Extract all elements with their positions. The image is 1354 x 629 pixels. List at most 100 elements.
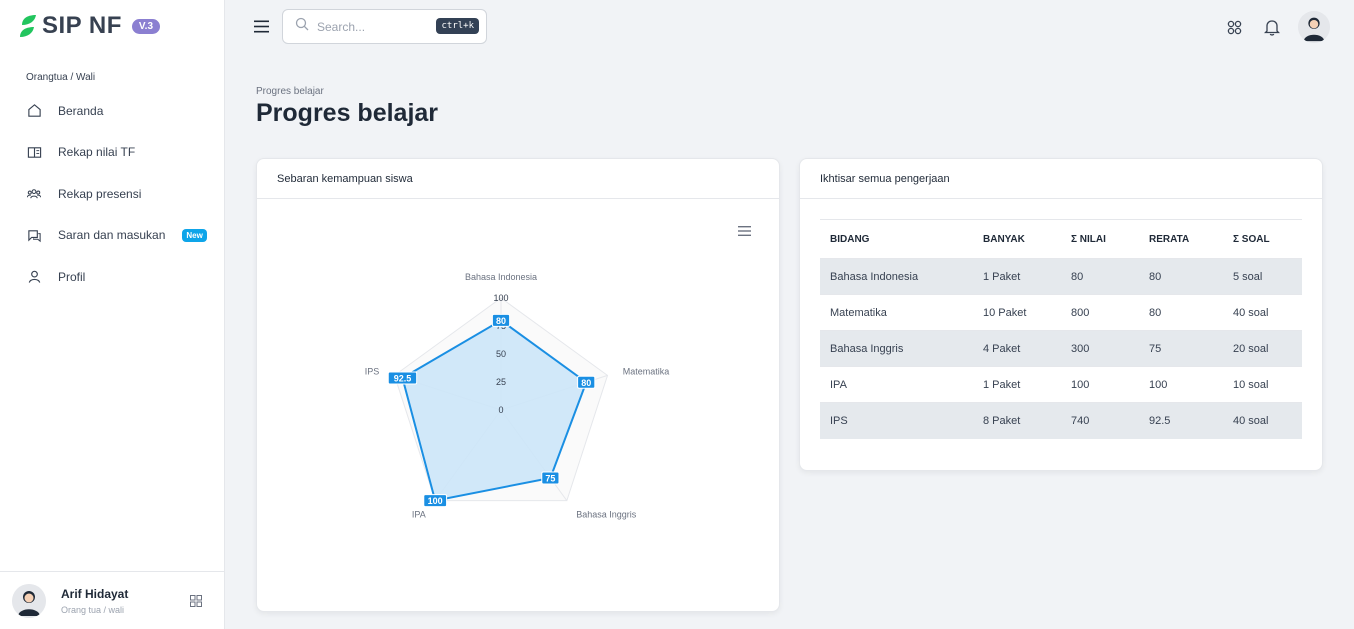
category-label: Bahasa Indonesia bbox=[465, 272, 537, 282]
data-label-box bbox=[423, 494, 448, 508]
table-cell: 1 Paket bbox=[973, 366, 1061, 403]
shortcut-hint: ctrl+k bbox=[436, 18, 479, 34]
table-cell: Matematika bbox=[820, 294, 973, 331]
search-icon bbox=[295, 17, 309, 36]
data-label-box bbox=[577, 375, 596, 389]
table-cell: 40 soal bbox=[1223, 402, 1302, 439]
user-menu-icon[interactable] bbox=[190, 594, 202, 612]
table-row: IPS 8 Paket 740 92.5 40 soal bbox=[820, 402, 1302, 439]
table-cell: 300 bbox=[1061, 330, 1139, 367]
table-cell: 4 Paket bbox=[973, 330, 1061, 367]
brand-logo[interactable]: SIP NF V.3 bbox=[18, 12, 161, 40]
sidebar-item-label: Rekap presensi bbox=[58, 186, 142, 201]
search-box: ctrl+k bbox=[282, 9, 487, 44]
table-cell: 5 soal bbox=[1223, 258, 1302, 295]
table-cell: 80 bbox=[1139, 258, 1223, 295]
radar-chart: 0 25 50 75 100 Bahasa Indonesia Matematika Baha… bbox=[365, 272, 670, 520]
user-role: Orang tua / wali bbox=[61, 604, 125, 615]
column-header: Σ NILAI bbox=[1071, 233, 1106, 245]
table-cell: 740 bbox=[1061, 402, 1139, 439]
sidebar-item-beranda[interactable]: Beranda bbox=[0, 90, 224, 132]
avatar[interactable] bbox=[12, 583, 46, 618]
table-cell: 80 bbox=[1061, 258, 1139, 295]
bell-icon[interactable] bbox=[1262, 17, 1282, 37]
table-cell: 80 bbox=[1139, 294, 1223, 331]
table-row: IPA 1 Paket 100 100 10 soal bbox=[820, 366, 1302, 403]
summary-card: Ikhtisar semua pengerjaan BIDANG BANYAK … bbox=[799, 158, 1323, 471]
users-icon bbox=[26, 186, 42, 202]
chart-menu-icon[interactable] bbox=[738, 223, 751, 241]
data-label-box bbox=[387, 371, 418, 385]
category-label: Bahasa Inggris bbox=[576, 510, 637, 520]
hamburger-menu-icon[interactable] bbox=[254, 20, 269, 38]
topbar-actions bbox=[1224, 11, 1330, 43]
table-cell: IPS bbox=[820, 402, 973, 439]
table-header-row: BIDANG BANYAK Σ NILAI RERATA Σ SOAL bbox=[820, 219, 1302, 259]
sidebar-item-label: Saran dan masukan bbox=[58, 228, 166, 243]
table-row: Matematika 10 Paket 800 80 40 soal bbox=[820, 294, 1302, 331]
table-cell: 40 soal bbox=[1223, 294, 1302, 331]
search-input[interactable] bbox=[317, 19, 427, 34]
data-label: 80 bbox=[496, 316, 506, 326]
page-title: Progres belajar bbox=[256, 99, 439, 127]
topbar-avatar[interactable] bbox=[1298, 11, 1330, 43]
summary-table: BIDANG BANYAK Σ NILAI RERATA Σ SOAL Baha… bbox=[820, 219, 1302, 439]
table-cell: 10 Paket bbox=[973, 294, 1061, 331]
column-header: Σ SOAL bbox=[1233, 233, 1270, 245]
category-label: Matematika bbox=[623, 366, 670, 376]
column-header: RERATA bbox=[1149, 233, 1190, 245]
chart-card-title: Sebaran kemampuan siswa bbox=[257, 159, 779, 199]
summary-card-title: Ikhtisar semua pengerjaan bbox=[800, 159, 1322, 199]
sidebar-item-label: Beranda bbox=[58, 103, 104, 118]
sidebar-item-saran[interactable]: Saran dan masukan New bbox=[0, 215, 224, 257]
sidebar-item-rekap-presensi[interactable]: Rekap presensi bbox=[0, 173, 224, 215]
radial-tick-label: 50 bbox=[496, 349, 506, 359]
table-cell: 1 Paket bbox=[973, 258, 1061, 295]
home-icon bbox=[26, 103, 42, 119]
book-icon bbox=[26, 144, 42, 160]
data-label: 75 bbox=[545, 473, 555, 483]
apps-grid-icon[interactable] bbox=[1224, 17, 1244, 37]
sidebar-item-rekap-nilai[interactable]: Rekap nilai TF bbox=[0, 132, 224, 174]
category-label: IPS bbox=[365, 366, 380, 376]
user-icon bbox=[26, 269, 42, 285]
radar-series-area bbox=[401, 319, 588, 502]
table-row: Bahasa Inggris 4 Paket 300 75 20 soal bbox=[820, 330, 1302, 367]
radial-tick-label: 100 bbox=[493, 293, 508, 303]
data-label: 100 bbox=[428, 496, 443, 506]
version-badge: V.3 bbox=[131, 18, 161, 34]
table-cell: 100 bbox=[1061, 366, 1139, 403]
column-header: BANYAK bbox=[983, 233, 1025, 245]
sidebar-nav: Beranda Rekap nilai TF Rekap presensi Sa… bbox=[0, 90, 224, 298]
user-name: Arif Hidayat bbox=[61, 586, 129, 601]
category-label: IPA bbox=[412, 510, 426, 520]
table-cell: 8 Paket bbox=[973, 402, 1061, 439]
table-cell: 10 soal bbox=[1223, 366, 1302, 403]
data-label-box bbox=[541, 471, 560, 485]
sidebar-section-label: Orangtua / Wali bbox=[26, 72, 96, 83]
table-cell: 75 bbox=[1139, 330, 1223, 367]
brand-name: SIP NF bbox=[42, 12, 122, 39]
data-label: 80 bbox=[581, 378, 591, 388]
radial-tick-label: 0 bbox=[498, 405, 503, 415]
data-label: 92.5 bbox=[394, 373, 412, 383]
sidebar-user-card: Arif Hidayat Orang tua / wali bbox=[0, 571, 224, 629]
chart-card: Sebaran kemampuan siswa 0 25 50 75 100 Bahasa… bbox=[256, 158, 780, 612]
table-cell: 20 soal bbox=[1223, 330, 1302, 367]
column-header: BIDANG bbox=[830, 233, 870, 245]
sidebar-item-profil[interactable]: Profil bbox=[0, 256, 224, 298]
breadcrumb: Progres belajar bbox=[256, 86, 324, 97]
data-label-box bbox=[491, 313, 511, 327]
leaf-logo-icon bbox=[20, 15, 36, 37]
table-cell: 92.5 bbox=[1139, 402, 1223, 439]
table-row: Bahasa Indonesia 1 Paket 80 80 5 soal bbox=[820, 258, 1302, 295]
sidebar: SIP NF V.3 Orangtua / Wali Beranda Rekap… bbox=[0, 0, 225, 629]
radial-tick-label: 25 bbox=[496, 377, 506, 387]
new-badge: New bbox=[182, 228, 207, 242]
sidebar-item-label: Rekap nilai TF bbox=[58, 145, 136, 160]
chat-icon bbox=[26, 227, 42, 243]
table-cell: 100 bbox=[1139, 366, 1223, 403]
table-cell: 800 bbox=[1061, 294, 1139, 331]
table-cell: Bahasa Indonesia bbox=[820, 258, 973, 295]
table-cell: Bahasa Inggris bbox=[820, 330, 973, 367]
